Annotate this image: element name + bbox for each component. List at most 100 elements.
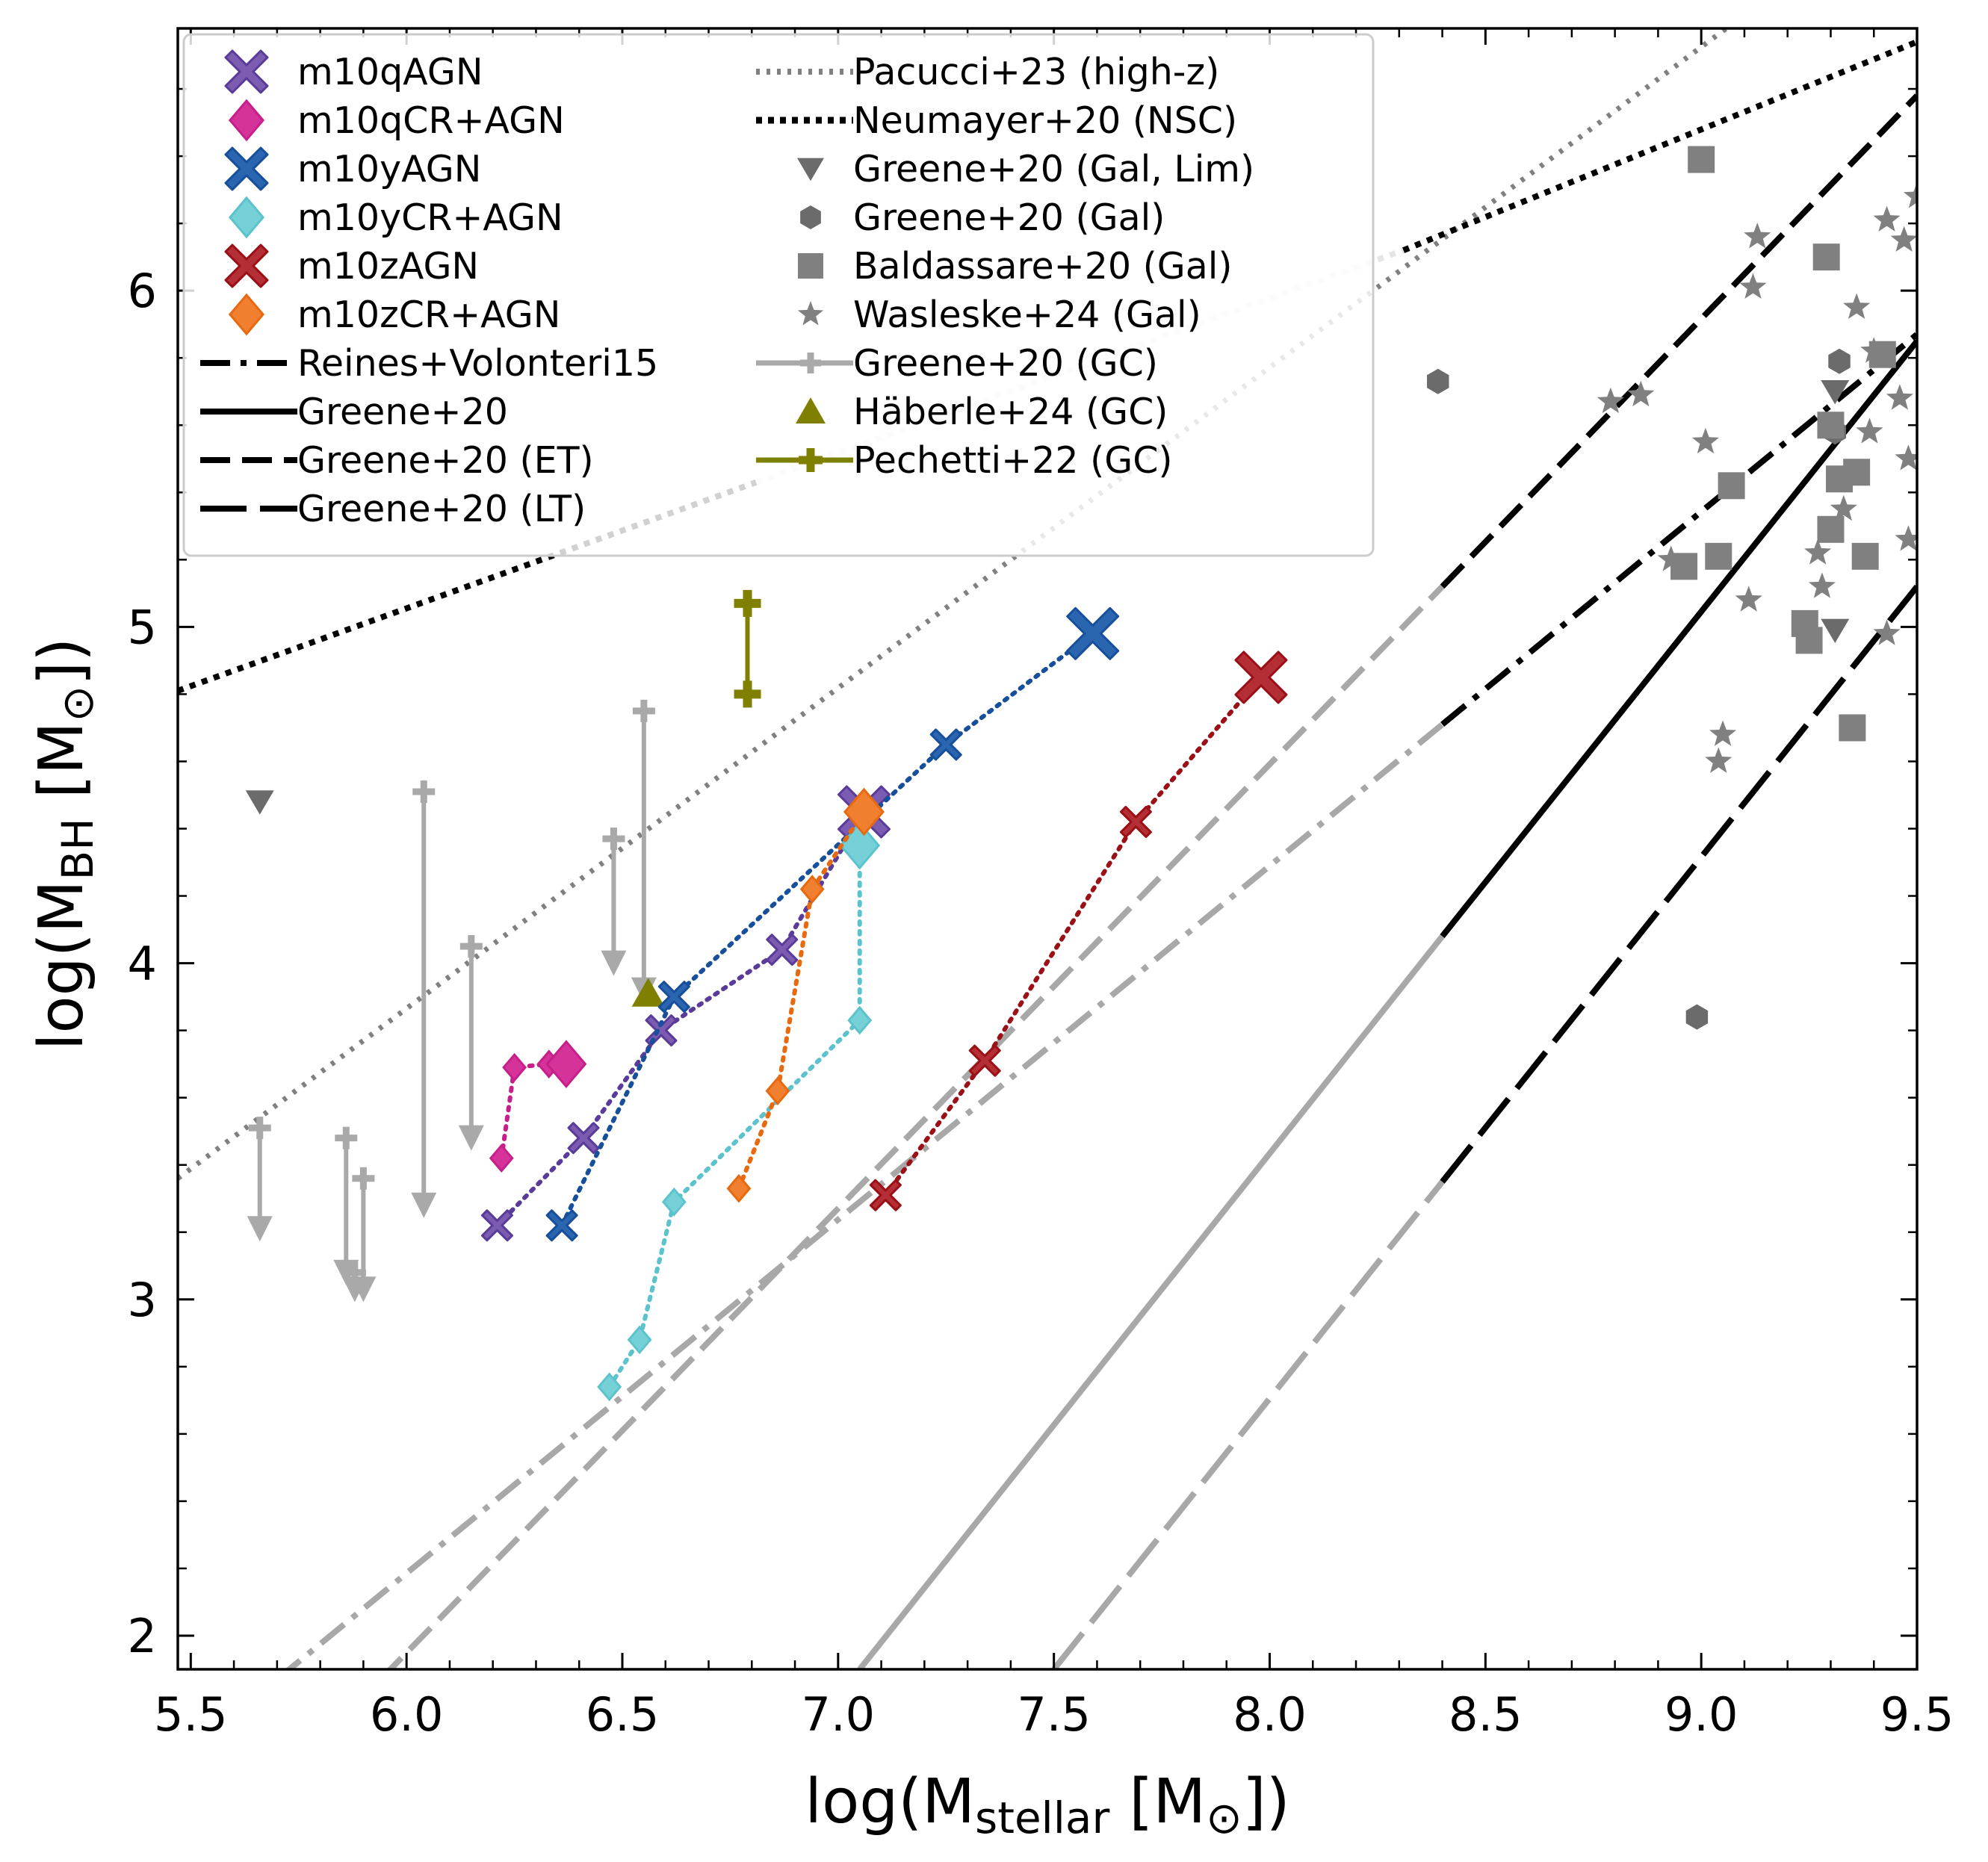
greene20-gc-arrow-head	[350, 1276, 377, 1303]
wasleske24-gal-point	[1709, 720, 1737, 746]
baldassare20-gal-point	[1705, 542, 1732, 570]
legend-wasleske-24-gal-label: Wasleske+24 (Gal)	[853, 294, 1201, 336]
legend-pacucci-23-high-z: Pacucci+23 (high-z)	[756, 51, 1219, 93]
baldassare20-gal-point	[1817, 515, 1845, 543]
legend-greene-20-gc-plus-icon	[800, 353, 821, 373]
legend-m10qagn-label: m10qAGN	[297, 51, 483, 93]
legend-m10qagn-x-icon	[224, 49, 269, 94]
y-tick-label: 4	[128, 937, 157, 991]
wasleske24-gal-point	[1843, 293, 1871, 320]
reines-volonteri15-line-gray	[285, 721, 1445, 1669]
legend-m10yagn-label: m10yAGN	[297, 148, 481, 190]
m10yagn-point	[657, 981, 690, 1014]
legend-m10ycr-agn-diamond-icon	[228, 196, 265, 239]
x-tick-label: 7.0	[802, 1687, 876, 1742]
greene20-gal-lim-point	[1821, 618, 1850, 643]
m10zcr-agn-point	[843, 787, 885, 837]
m10qagn-point	[567, 1122, 600, 1155]
m10zagn-point	[968, 1044, 1001, 1077]
x-tick-label: 8.0	[1233, 1687, 1307, 1742]
x-axis-title-post: [M	[1109, 1766, 1206, 1837]
legend-m10zagn: m10zAGN	[224, 243, 479, 288]
legend-greene-20-et: Greene+20 (ET)	[200, 439, 594, 482]
wasleske24-gal-point	[1627, 380, 1655, 407]
legend-m10zcr-agn: m10zCR+AGN	[228, 293, 560, 336]
wasleske24-gal-point	[1860, 337, 1888, 363]
m10zagn-track	[883, 674, 1263, 1198]
wasleske24-gal-point	[1890, 226, 1917, 252]
greene20-gal-point	[1427, 368, 1449, 394]
y-axis-title-pre: log(M	[26, 881, 97, 1051]
y-axis-title-post: [M	[26, 721, 97, 818]
legend-greene-20-gal-lim-triangle-icon	[797, 158, 824, 181]
legend-neumayer-20-nsc: Neumayer+20 (NSC)	[756, 99, 1237, 142]
legend-greene-20-gal-lim-label: Greene+20 (Gal, Lim)	[853, 148, 1254, 190]
greene20-gal-lim-point	[1821, 380, 1850, 405]
m10qcr-agn-point	[502, 1052, 527, 1082]
wasleske24-gal-point	[1657, 545, 1685, 571]
greene-20-lt-line-black	[1440, 584, 1917, 1184]
baldassare20-gal-point	[1812, 243, 1840, 271]
m10ycr-agn-point	[597, 1372, 622, 1402]
legend-greene-20-gc: Greene+20 (GC)	[756, 342, 1158, 385]
baldassare20-gal-point	[1718, 472, 1745, 500]
x-axis-title-sun: ⊙	[1206, 1793, 1242, 1843]
plot-frame	[176, 27, 1919, 1671]
legend-m10zcr-agn-label: m10zCR+AGN	[297, 294, 560, 336]
pechetti22-gc-point	[734, 589, 761, 617]
baldassare20-gal-point	[1843, 459, 1871, 486]
y-tick-label: 6	[128, 264, 157, 318]
x-axis-title: log(Mstellar [M⊙])	[805, 1766, 1289, 1843]
greene20-gal-lim-point	[245, 790, 274, 815]
wasleske24-gal-point	[1735, 586, 1762, 612]
wasleske24-gal-point	[1873, 619, 1901, 645]
m10ycr-agn-point	[847, 1005, 873, 1035]
legend: m10qAGN m10qCR+AGN m10yAGN m10yCR+AGN m10zAG…	[182, 33, 1375, 557]
legend-greene-20-gal: Greene+20 (Gal)	[800, 196, 1165, 239]
legend-m10ycr-agn: m10yCR+AGN	[228, 196, 563, 239]
wasleske24-gal-point	[1705, 747, 1732, 773]
wasleske24-gal-point	[1597, 387, 1624, 414]
m10yagn-track	[560, 631, 1095, 1228]
greene-20-et-line-black	[1440, 93, 1917, 589]
m10zcr-agn-point	[765, 1076, 790, 1105]
y-tick-label: 3	[128, 1273, 157, 1327]
wasleske24-gal-point	[1895, 444, 1917, 471]
x-tick-label: 9.5	[1880, 1687, 1954, 1742]
legend-m10qcr-agn-diamond-icon	[228, 99, 265, 142]
y-axis-title-end: ])	[26, 638, 97, 686]
x-tick-label: 7.5	[1017, 1687, 1091, 1742]
legend-m10yagn-x-icon	[224, 146, 269, 191]
m10yagn-point	[1066, 606, 1120, 660]
y-axis-title-sun: ⊙	[52, 686, 103, 722]
wasleske24-gal-point	[1886, 384, 1913, 410]
simulation-series	[480, 606, 1288, 1402]
legend-greene-20: Greene+20	[200, 391, 508, 433]
legend-neumayer-20-nsc-label: Neumayer+20 (NSC)	[853, 99, 1237, 142]
legend-greene-20-label: Greene+20	[297, 391, 508, 433]
greene-20-line-gray	[857, 934, 1445, 1669]
legend-greene-20-gal-hexagon-icon	[800, 205, 821, 229]
m10ycr-agn-point	[627, 1325, 652, 1355]
baldassare20-gal-point	[1851, 542, 1879, 570]
legend-m10yagn: m10yAGN	[224, 146, 481, 191]
x-tick-label: 5.5	[154, 1687, 228, 1742]
wasleske24-gal-point	[1804, 539, 1832, 565]
legend-m10ycr-agn-label: m10yCR+AGN	[297, 196, 563, 239]
wasleske24-gal-point	[1739, 273, 1767, 300]
y-tick-label: 5	[128, 600, 157, 654]
wasleske24-gal-point	[1873, 205, 1901, 232]
wasleske24-gal-point	[1895, 525, 1917, 551]
legend-reines-volonteri15: Reines+Volonteri15	[200, 342, 658, 385]
x-axis-title-end: ])	[1242, 1766, 1290, 1837]
legend-greene-20-et-label: Greene+20 (ET)	[297, 439, 594, 482]
m10yagn-point	[929, 728, 962, 761]
x-tick-label: 9.0	[1665, 1687, 1738, 1742]
greene-20-et-line-gray	[386, 584, 1445, 1669]
greene20-gc-arrow-head	[458, 1125, 484, 1151]
greene20-gc-arrow-head	[411, 1192, 437, 1218]
m10zcr-agn-point	[726, 1173, 752, 1203]
legend-greene-20-gal-label: Greene+20 (Gal)	[853, 196, 1165, 239]
greene20-gc-point	[248, 1117, 271, 1140]
